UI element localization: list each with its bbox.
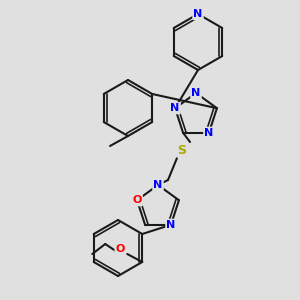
Text: O: O xyxy=(116,244,125,254)
Text: N: N xyxy=(166,220,176,230)
Text: N: N xyxy=(204,128,214,138)
Text: N: N xyxy=(191,88,201,98)
Text: O: O xyxy=(132,195,142,205)
Text: N: N xyxy=(170,103,180,113)
Text: N: N xyxy=(194,9,202,19)
Text: S: S xyxy=(178,143,187,157)
Text: N: N xyxy=(153,180,163,190)
